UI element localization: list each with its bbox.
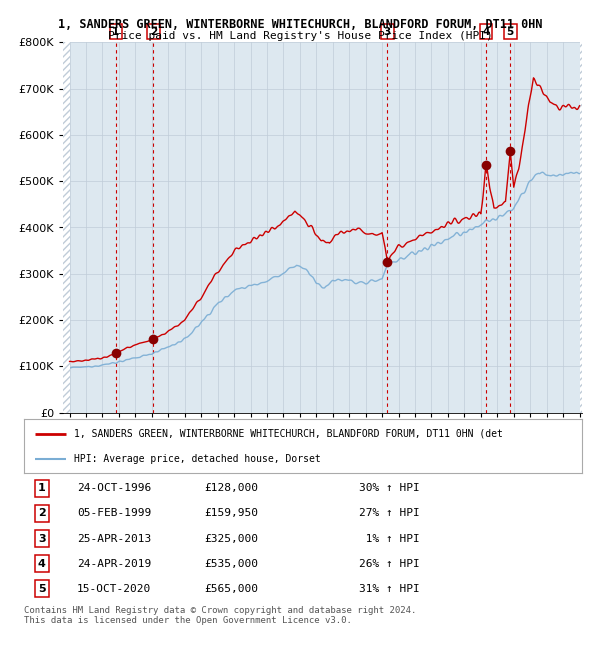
Text: 3: 3 [384,27,391,36]
Bar [63,42,70,413]
Text: 1% ↑ HPI: 1% ↑ HPI [359,534,419,543]
Text: £565,000: £565,000 [205,584,259,593]
Text: 24-APR-2019: 24-APR-2019 [77,558,151,569]
Text: 1: 1 [112,27,119,36]
Text: 4: 4 [482,27,490,36]
Text: 4: 4 [38,558,46,569]
Text: £325,000: £325,000 [205,534,259,543]
Text: 31% ↑ HPI: 31% ↑ HPI [359,584,419,593]
Text: 5: 5 [506,27,514,36]
Text: 3: 3 [38,534,46,543]
Text: Price paid vs. HM Land Registry's House Price Index (HPI): Price paid vs. HM Land Registry's House … [107,31,493,41]
Text: 27% ↑ HPI: 27% ↑ HPI [359,508,419,519]
Text: £128,000: £128,000 [205,484,259,493]
Text: 24-OCT-1996: 24-OCT-1996 [77,484,151,493]
Text: 05-FEB-1999: 05-FEB-1999 [77,508,151,519]
Text: 2: 2 [38,508,46,519]
Text: HPI: Average price, detached house, Dorset: HPI: Average price, detached house, Dors… [74,454,321,463]
Text: 2: 2 [149,27,157,36]
Text: £159,950: £159,950 [205,508,259,519]
Text: 5: 5 [38,584,46,593]
Text: 25-APR-2013: 25-APR-2013 [77,534,151,543]
Text: Contains HM Land Registry data © Crown copyright and database right 2024.
This d: Contains HM Land Registry data © Crown c… [24,606,416,625]
Text: 15-OCT-2020: 15-OCT-2020 [77,584,151,593]
Text: 26% ↑ HPI: 26% ↑ HPI [359,558,419,569]
Text: £535,000: £535,000 [205,558,259,569]
Text: 30% ↑ HPI: 30% ↑ HPI [359,484,419,493]
Text: 1: 1 [38,484,46,493]
Text: 1, SANDERS GREEN, WINTERBORNE WHITECHURCH, BLANDFORD FORUM, DT11 0HN: 1, SANDERS GREEN, WINTERBORNE WHITECHURC… [58,18,542,31]
Text: 1, SANDERS GREEN, WINTERBORNE WHITECHURCH, BLANDFORD FORUM, DT11 0HN (det: 1, SANDERS GREEN, WINTERBORNE WHITECHURC… [74,429,503,439]
Bar [580,42,582,413]
